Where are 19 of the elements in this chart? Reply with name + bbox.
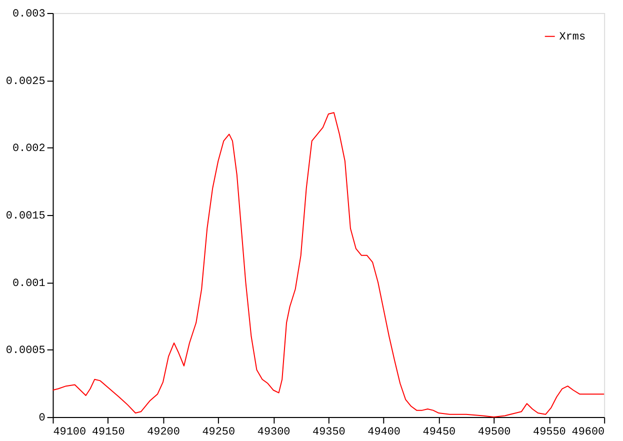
y-tick-label: 0.003	[12, 8, 46, 20]
y-tick-label: 0.0025	[6, 76, 46, 88]
x-tick-label: 49350	[312, 426, 346, 438]
x-tick-label: 49200	[147, 426, 180, 438]
x-tick-label: 49100	[53, 426, 86, 438]
y-tick-label: 0.001	[12, 278, 46, 290]
legend-label: Xrms	[559, 31, 586, 44]
x-tick-label: 49400	[368, 426, 400, 438]
x-tick-label: 49450	[422, 426, 456, 438]
y-tick-label: 0.0005	[6, 345, 46, 358]
y-tick-label: 0.0015	[6, 210, 46, 223]
x-tick-label: 49500	[478, 426, 511, 438]
y-tick-label: 0	[38, 412, 46, 425]
x-tick-label: 49550	[533, 426, 566, 438]
x-tick-label: 49250	[202, 426, 236, 438]
x-tick-label: 49150	[92, 426, 125, 438]
x-tick-label: 49300	[257, 426, 290, 438]
y-tick-label: 0.002	[12, 143, 46, 156]
x-tick-label: 49600	[572, 426, 605, 438]
